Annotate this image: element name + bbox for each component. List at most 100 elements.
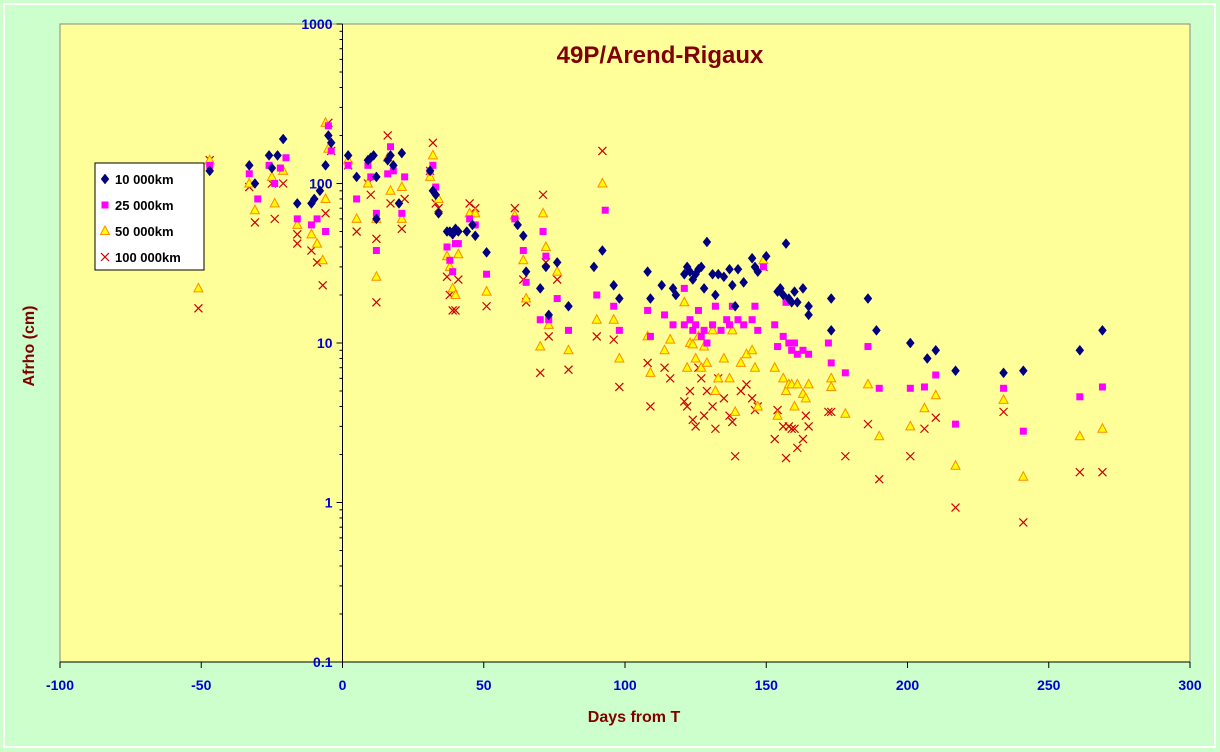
data-point — [271, 180, 279, 187]
data-point — [680, 321, 688, 329]
data-point — [343, 150, 353, 161]
legend-label: 100 000km — [115, 250, 181, 265]
data-point — [425, 165, 435, 177]
data-point — [999, 407, 1008, 417]
data-point — [692, 321, 700, 329]
data-point — [646, 293, 655, 304]
data-point — [710, 424, 720, 434]
data-point — [777, 372, 789, 383]
data-point — [804, 309, 813, 321]
data-point — [789, 400, 800, 411]
y-tick-label: 10 — [317, 335, 333, 351]
data-point — [826, 407, 836, 417]
data-point — [309, 193, 319, 205]
data-point — [661, 311, 669, 319]
data-point — [397, 224, 407, 234]
data-point — [772, 409, 783, 420]
data-point — [267, 162, 277, 174]
data-point — [351, 212, 362, 223]
data-point — [1074, 430, 1086, 441]
data-point — [790, 424, 799, 434]
data-point — [728, 279, 737, 291]
data-point — [610, 302, 618, 310]
chart-title: 49P/Arend-Rigaux — [557, 42, 764, 69]
data-point — [446, 256, 454, 264]
data-point — [669, 321, 677, 329]
y-tick-label: 100 — [309, 176, 333, 192]
data-point — [321, 208, 330, 218]
data-point — [293, 215, 301, 223]
data-point — [702, 236, 712, 248]
data-point — [449, 268, 457, 276]
data-point — [791, 378, 803, 389]
y-axis-label: Afrho (cm) — [21, 306, 38, 387]
data-point — [769, 361, 781, 372]
data-point — [1075, 344, 1085, 356]
data-point — [904, 420, 916, 431]
data-point — [371, 297, 381, 307]
data-point — [282, 154, 290, 162]
data-point — [389, 167, 397, 175]
data-point — [542, 252, 550, 260]
data-point — [324, 122, 332, 130]
data-point — [597, 146, 607, 156]
data-point — [793, 350, 801, 358]
data-point — [591, 313, 603, 324]
data-point — [906, 337, 915, 349]
data-point — [998, 393, 1009, 404]
data-point — [432, 183, 440, 191]
x-tick-label: 250 — [1037, 677, 1061, 693]
data-point — [696, 261, 706, 273]
data-point — [522, 278, 530, 286]
data-point — [748, 316, 756, 324]
data-point — [615, 293, 624, 304]
data-point — [790, 286, 799, 298]
data-point — [291, 218, 303, 229]
data-point — [1076, 393, 1084, 401]
data-point — [660, 363, 669, 373]
data-point — [564, 300, 573, 312]
data-point — [448, 306, 458, 315]
data-point — [863, 419, 873, 429]
data-point — [324, 130, 333, 141]
data-point — [321, 159, 330, 171]
data-point — [244, 159, 254, 171]
data-point — [780, 384, 792, 396]
legend-marker — [100, 173, 110, 185]
data-point — [805, 350, 813, 358]
data-point — [646, 332, 654, 340]
y-tick-label: 1000 — [301, 16, 332, 32]
data-point — [565, 326, 572, 334]
data-point — [681, 361, 693, 372]
data-point — [739, 276, 748, 288]
data-point — [1018, 518, 1028, 527]
data-point — [326, 137, 336, 149]
data-point — [800, 392, 812, 403]
data-point — [452, 248, 464, 259]
data-points — [193, 116, 1108, 527]
data-point — [827, 359, 835, 367]
data-point — [778, 289, 788, 301]
data-point — [1075, 467, 1085, 477]
data-point — [804, 421, 814, 431]
data-point — [686, 316, 694, 324]
x-axis-label: Days from T — [588, 709, 681, 726]
data-point — [922, 353, 932, 364]
data-point — [664, 333, 676, 344]
data-point — [466, 215, 474, 223]
data-point — [193, 282, 204, 293]
data-point — [751, 302, 759, 310]
data-point — [680, 284, 688, 292]
data-point — [307, 246, 316, 255]
data-point — [840, 451, 850, 461]
data-point — [428, 138, 438, 148]
data-point — [483, 270, 491, 278]
data-point — [711, 289, 720, 301]
data-point — [920, 424, 929, 434]
data-point — [709, 321, 717, 329]
data-point — [371, 234, 381, 244]
data-point — [396, 212, 408, 223]
data-point — [431, 189, 441, 201]
data-point — [398, 209, 406, 217]
data-point — [307, 221, 315, 229]
